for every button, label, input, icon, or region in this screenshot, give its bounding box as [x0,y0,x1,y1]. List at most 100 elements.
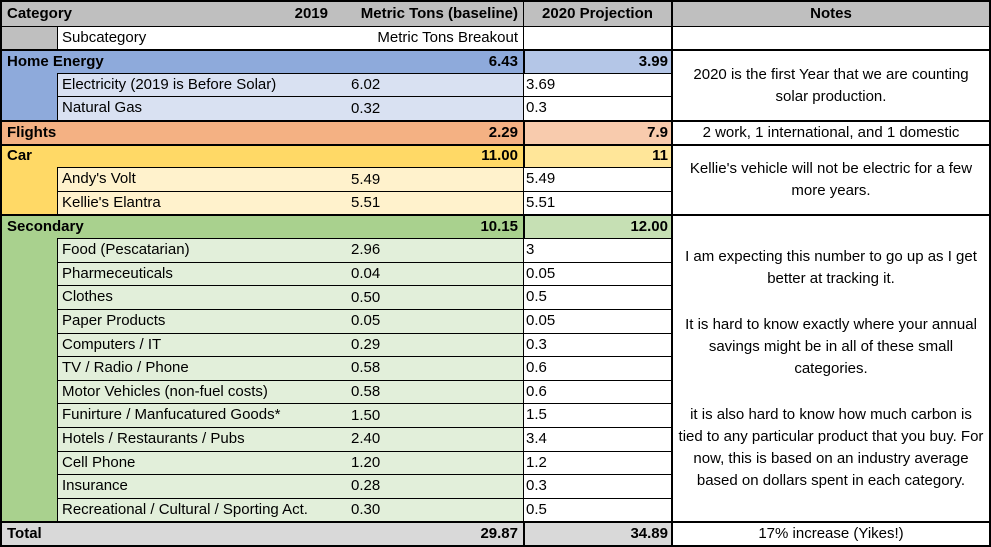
subcategory-projection: 5.51 [526,193,556,211]
header-baseline-label: Metric Tons (baseline) [360,4,518,22]
subcategory-cell[interactable]: Funirture / Manfucatured Goods* 1.50 [57,403,523,427]
row-flights[interactable]: Flights 2.29 [2,120,523,144]
subcategory-projection: 0.6 [526,382,547,400]
subcategory-baseline: 1.20 [351,453,381,471]
flights-projection-cell[interactable]: 7.9 [523,120,671,144]
home-energy-projection-cell[interactable]: 3.99 [523,49,671,73]
subcategory-projection-cell[interactable]: 3 [523,238,671,262]
secondary-projection-cell[interactable]: 12.00 [523,214,671,239]
subcategory-baseline: 0.30 [351,500,381,518]
subcategory-projection-cell[interactable]: 3.4 [523,426,671,451]
subheader-projection-cell[interactable] [523,25,671,50]
subcategory-name: Electricity (2019 is Before Solar) [62,75,277,93]
subcategory-projection-cell[interactable]: 1.5 [523,403,671,427]
row-total[interactable]: Total 29.87 [2,521,523,545]
subcategory-baseline: 6.02 [351,75,381,93]
subcategory-baseline: 0.58 [351,359,381,377]
subcategory-cell[interactable]: Insurance 0.28 [57,474,523,498]
total-label: Total [7,524,42,542]
subcategory-name: Hotels / Restaurants / Pubs [62,430,245,447]
subcategory-projection: 0.5 [526,288,547,306]
subcategory-name: Clothes [62,288,113,306]
strip-secondary[interactable] [2,238,57,522]
subcategory-baseline: 0.50 [351,288,381,306]
subcategory-projection-cell[interactable]: 0.6 [523,356,671,380]
subcategory-baseline: 5.51 [351,193,381,211]
subcategory-name: Kellie's Elantra [62,193,161,211]
subcategory-baseline: 0.32 [351,99,381,117]
header-notes-label: Notes [810,4,852,22]
subcategory-cell[interactable]: Andy's Volt 5.49 [57,167,523,191]
total-baseline: 29.87 [480,524,518,542]
note-secondary-p2: It is hard to know exactly where your an… [685,315,977,377]
car-projection-cell[interactable]: 11 [523,143,671,168]
subcategory-projection-cell[interactable]: 0.5 [523,497,671,522]
car-baseline: 11.00 [481,147,518,165]
subcategory-baseline: 0.04 [351,264,381,282]
header-notes-cell[interactable]: Notes [671,2,989,26]
header-projection-cell[interactable]: 2020 Projection [523,2,671,26]
subcategory-projection: 3 [526,241,535,259]
note-secondary-p1: I am expecting this number to go up as I… [685,247,977,287]
subcategory-projection-cell[interactable]: 0.3 [523,474,671,498]
subcategory-projection-cell[interactable]: 0.5 [523,285,671,309]
subcategory-name: Motor Vehicles (non-fuel costs) [62,382,268,400]
breakout-label: Metric Tons Breakout [377,28,518,46]
note-home-energy[interactable]: 2020 is the first Year that we are count… [671,49,989,121]
row-home-energy[interactable]: Home Energy 6.43 [2,49,523,73]
subcategory-projection: 0.6 [526,359,547,377]
subcategory-cell[interactable]: Food (Pescatarian) 2.96 [57,238,523,262]
subcategory-projection: 5.49 [526,170,556,188]
strip-home-energy[interactable] [2,72,57,121]
subcategory-baseline: 0.29 [351,335,381,353]
total-projection-cell[interactable]: 34.89 [523,521,671,545]
flights-projection: 7.9 [647,123,668,141]
strip-car[interactable] [2,167,57,215]
note-total[interactable]: 17% increase (Yikes!) [671,521,989,545]
flights-name: Flights [7,123,57,141]
subcategory-cell[interactable]: Kellie's Elantra 5.51 [57,190,523,215]
subcategory-cell[interactable]: TV / Radio / Phone 0.58 [57,356,523,380]
subcategory-cell[interactable]: Electricity (2019 is Before Solar) 6.02 [57,72,523,97]
subcategory-baseline: 0.05 [351,311,381,329]
note-home-energy-text: 2020 is the first Year that we are count… [693,65,969,105]
subcategory-projection-cell[interactable]: 0.05 [523,261,671,286]
subcategory-projection: 0.3 [526,477,547,495]
subcategory-cell[interactable]: Computers / IT 0.29 [57,332,523,357]
subcategory-cell[interactable]: Clothes 0.50 [57,285,523,309]
subcategory-baseline: 5.49 [351,170,381,188]
note-car[interactable]: Kellie's vehicle will not be electric fo… [671,143,989,215]
subcategory-cell[interactable]: Pharmeceuticals 0.04 [57,261,523,286]
subcategory-cell[interactable]: Motor Vehicles (non-fuel costs) 0.58 [57,379,523,404]
subcategory-projection-cell[interactable]: 0.05 [523,308,671,333]
home-energy-baseline: 6.43 [488,52,518,70]
subcategory-name: Natural Gas [62,99,143,117]
secondary-projection: 12.00 [630,218,668,236]
subcategory-projection: 3.4 [526,430,547,447]
row-car[interactable]: Car 11.00 [2,143,523,168]
subcategory-projection-cell[interactable]: 5.49 [523,167,671,191]
subcategory-cell[interactable]: Recreational / Cultural / Sporting Act. … [57,497,523,522]
note-flights[interactable]: 2 work, 1 international, and 1 domestic [671,120,989,144]
subcategory-cell[interactable]: Hotels / Restaurants / Pubs 2.40 [57,426,523,451]
subcategory-cell[interactable]: Cell Phone 1.20 [57,450,523,475]
subcategory-baseline: 1.50 [351,406,381,424]
subcategory-projection: 0.3 [526,335,547,353]
subcategory-projection: 1.5 [526,406,547,424]
subcategory-projection-cell[interactable]: 0.3 [523,332,671,357]
subheader-corner-strip[interactable] [2,25,57,50]
subheader-notes-cell[interactable] [671,25,989,50]
row-secondary[interactable]: Secondary 10.15 [2,214,523,239]
subcategory-projection-cell[interactable]: 5.51 [523,190,671,215]
subcategory-cell[interactable]: Natural Gas 0.32 [57,96,523,121]
subcategory-cell[interactable]: Paper Products 0.05 [57,308,523,333]
subcategory-projection-cell[interactable]: 0.3 [523,96,671,121]
subcategory-name: Insurance [62,477,128,495]
subcategory-projection-cell[interactable]: 0.6 [523,379,671,404]
flights-baseline: 2.29 [488,123,518,141]
subheader-cell[interactable]: Subcategory Metric Tons Breakout [57,25,523,50]
subcategory-projection-cell[interactable]: 1.2 [523,450,671,475]
subcategory-projection-cell[interactable]: 3.69 [523,72,671,97]
note-secondary[interactable]: I am expecting this number to go up as I… [671,214,989,522]
header-category-cell[interactable]: Category 2019 Metric Tons (baseline) [2,2,523,26]
